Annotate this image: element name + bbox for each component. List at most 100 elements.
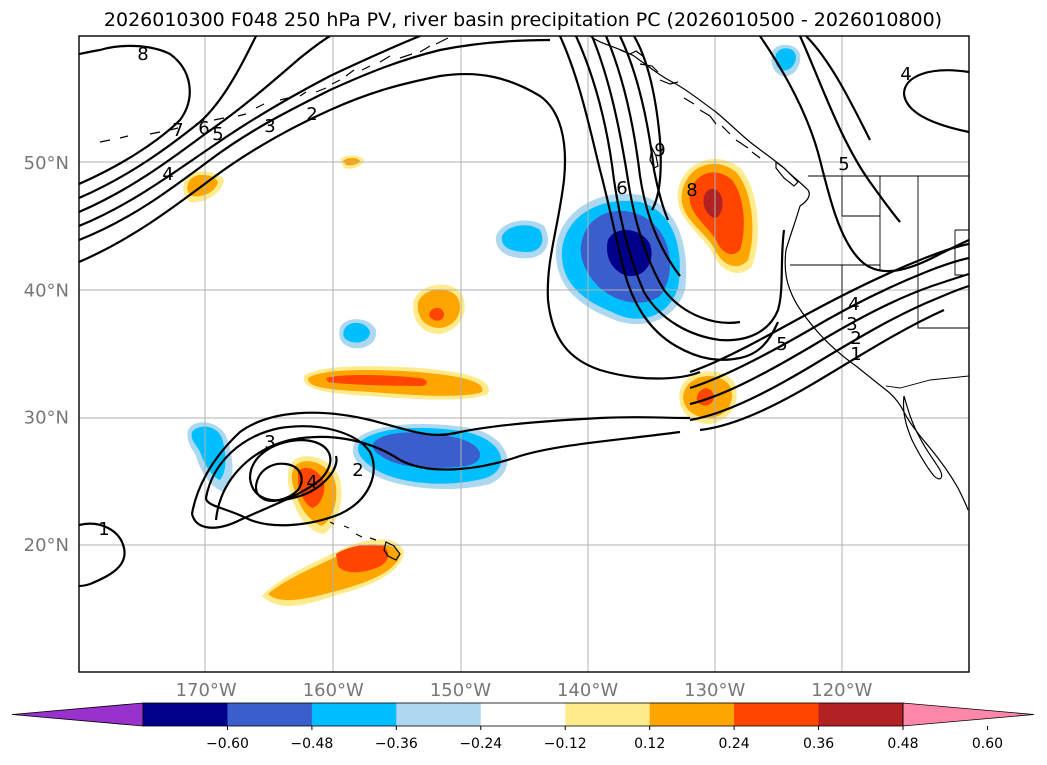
- contour-label: 4: [306, 472, 317, 493]
- figure-title: 2026010300 F048 250 hPa PV, river basin …: [104, 9, 942, 31]
- precip-anomaly-fills: [183, 44, 801, 606]
- contour-3-loop-outer: [190, 411, 691, 515]
- aleutian-arc: [279, 37, 449, 101]
- contour-label: 4: [848, 294, 859, 315]
- contour-4-loop: [254, 462, 303, 502]
- ridge-3: [689, 272, 969, 406]
- ridge-5: [699, 308, 945, 432]
- contour-label: 9: [654, 140, 665, 161]
- colorbar: −0.60 −0.48 −0.36 −0.24 −0.12 0.12 0.24 0.36 0.4…: [11, 702, 1035, 752]
- trough-4: [604, 36, 681, 277]
- colorbar-segment: [143, 703, 228, 726]
- contour-5-north-east: [798, 36, 901, 223]
- pv-contours: [79, 36, 969, 588]
- island-chain-1: [619, 49, 761, 159]
- pos-small-3-core: [298, 467, 325, 508]
- latitude-label: 50°N: [24, 153, 69, 174]
- contour-label: 8: [137, 44, 148, 65]
- neg-small-4-in: [775, 48, 796, 71]
- colorbar-tick-label: 0.24: [719, 736, 750, 752]
- longitude-label: 170°W: [176, 680, 237, 701]
- contour-7-west: [79, 36, 257, 200]
- latitude-label: 40°N: [24, 280, 69, 301]
- neg-small-2-in: [343, 322, 370, 343]
- contour-label: 8: [686, 180, 697, 201]
- colorbar-segment: [734, 703, 820, 726]
- contour-2-south: [79, 522, 126, 588]
- trough-3: [590, 36, 741, 324]
- contour-label: 5: [776, 334, 787, 355]
- contour-labels: 8 7 6 5 3 2 4 1 3 4 2 9 6 8 5 5 4 3 2 1 …: [98, 44, 911, 540]
- contour-3-west: [79, 38, 551, 242]
- colorbar-segment: [227, 703, 313, 726]
- contour-label: 2: [306, 104, 317, 125]
- colorbar-tick-label: 0.12: [634, 736, 665, 752]
- colorbar-tick-label: −0.36: [375, 736, 418, 752]
- colorbar-tick-label: −0.48: [290, 736, 333, 752]
- colorbar-segment: [565, 703, 651, 726]
- contour-6-west: [79, 36, 331, 214]
- colorbar-segment: [396, 703, 482, 726]
- longitude-label: 120°W: [811, 680, 872, 701]
- contour-1-far-east: [805, 36, 871, 141]
- contour-label: 5: [212, 124, 223, 145]
- neg-small-1-in: [501, 225, 543, 252]
- alaska-panhandle-coast: [589, 36, 810, 207]
- contour-5-west: [79, 36, 421, 228]
- contour-label: 4: [162, 164, 173, 185]
- contour-label: 4: [900, 64, 911, 85]
- contour-label: 2: [352, 460, 363, 481]
- us-west-coast: [784, 205, 969, 511]
- latitude-label: 30°N: [24, 408, 69, 429]
- colorbar-tick-label: 0.60: [972, 736, 1003, 752]
- contour-label: 3: [264, 432, 275, 453]
- pos-anomaly-core: [703, 188, 723, 218]
- colorbar-extend-high: [902, 702, 1035, 727]
- pos-hawaii-core: [336, 544, 389, 573]
- contour-1-south: [214, 430, 681, 521]
- hawaii-islands: [329, 521, 401, 561]
- contour-label: 5: [838, 154, 849, 175]
- colorbar-tick-label: −0.12: [544, 736, 587, 752]
- contour-label: 1: [98, 519, 109, 540]
- contour-3-loop-inner: [190, 438, 338, 529]
- colorbar-extend-low: [11, 702, 144, 727]
- neg-small-3-in: [191, 426, 226, 480]
- contour-label: 7: [172, 120, 183, 141]
- latitude-labels: 20°N 30°N 40°N 50°N: [24, 153, 69, 556]
- colorbar-segment: [649, 703, 735, 726]
- map-area: [79, 36, 969, 672]
- trough-6: [633, 36, 662, 211]
- pos-band-core: [326, 375, 427, 386]
- latitude-label: 20°N: [24, 535, 69, 556]
- contour-2-loop: [204, 425, 375, 527]
- border-states-3: [841, 176, 880, 217]
- colorbar-tick-label: −0.60: [206, 736, 249, 752]
- contour-8-west: [79, 44, 191, 186]
- colorbar-tick-label: 0.36: [803, 736, 834, 752]
- longitude-label: 140°W: [557, 680, 618, 701]
- colorbar-tick-label: −0.24: [459, 736, 502, 752]
- contour-5-north: [759, 36, 969, 273]
- map-frame: [78, 35, 970, 673]
- pos-small-1-core: [429, 307, 444, 321]
- colorbar-tick-label: 0.48: [887, 736, 918, 752]
- contour-label: 2: [850, 328, 861, 349]
- longitude-label: 130°W: [684, 680, 745, 701]
- contour-label: 3: [846, 314, 857, 335]
- colorbar-segment: [818, 703, 904, 726]
- ridge-2: [689, 256, 969, 390]
- border-vertical-2: [917, 176, 969, 329]
- contour-4-west: [79, 72, 701, 380]
- colorbar-outline: [142, 702, 904, 727]
- colorbar-segment: [480, 703, 566, 726]
- ridge-1: [689, 242, 969, 374]
- vancouver-island: [775, 160, 799, 187]
- contour-label: 6: [198, 118, 209, 139]
- trough-2: [574, 36, 786, 342]
- us-mexico-border: [885, 375, 969, 389]
- contour-label: 1: [850, 344, 861, 365]
- map-layers: 8 7 6 5 3 2 4 1 3 4 2 9 6 8 5 5 4 3 2 1 …: [79, 36, 969, 672]
- contour-4-northeast: [902, 69, 969, 134]
- contour-label: 6: [616, 178, 627, 199]
